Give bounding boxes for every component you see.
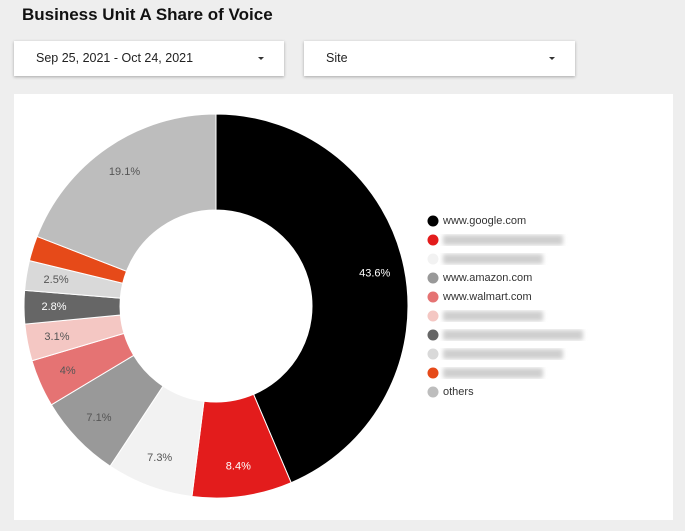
redacted-label bbox=[443, 349, 563, 359]
slice-label: 4% bbox=[60, 365, 76, 377]
legend-marker bbox=[427, 291, 439, 303]
legend-marker bbox=[427, 310, 439, 322]
legend-marker bbox=[427, 348, 439, 360]
slice-label: 7.1% bbox=[86, 412, 111, 424]
dropdown-caret bbox=[549, 57, 555, 60]
legend-marker bbox=[427, 329, 439, 341]
page-title: Business Unit A Share of Voice bbox=[22, 5, 273, 24]
legend-marker bbox=[427, 386, 439, 398]
slice-label: 2.8% bbox=[41, 301, 66, 313]
chart: 43.6% 8.4% 7.3% 7.1% 4% 3.1% 2.8% 2.5% 19.1% www.… bbox=[14, 94, 673, 520]
legend-marker bbox=[427, 272, 439, 284]
legend-label: www.amazon.com bbox=[442, 272, 532, 284]
legend-marker bbox=[427, 234, 439, 246]
slice-label: 8.4% bbox=[226, 460, 251, 472]
legend-label: www.google.com bbox=[442, 215, 526, 227]
slice-label: 3.1% bbox=[44, 331, 69, 343]
slice-label: 43.6% bbox=[359, 268, 390, 280]
date-filter[interactable]: Sep 25, 2021 - Oct 24, 2021 bbox=[14, 41, 284, 76]
redacted-label bbox=[443, 235, 563, 245]
redacted-label bbox=[443, 311, 543, 321]
legend-marker bbox=[427, 253, 439, 265]
redacted-label bbox=[443, 330, 583, 340]
slice-label: 2.5% bbox=[44, 274, 69, 286]
site-label: Site bbox=[326, 51, 348, 65]
site-filter[interactable]: Site bbox=[304, 41, 575, 76]
redacted-label bbox=[443, 368, 543, 378]
legend-label: www.walmart.com bbox=[442, 291, 532, 303]
legend-label: others bbox=[443, 386, 474, 398]
legend-marker bbox=[427, 367, 439, 379]
slice bbox=[36, 113, 217, 272]
dropdown-caret bbox=[258, 57, 264, 60]
redacted-label bbox=[443, 254, 543, 264]
slice-label: 19.1% bbox=[109, 166, 140, 178]
date-range: Sep 25, 2021 - Oct 24, 2021 bbox=[36, 51, 194, 65]
slice-label: 7.3% bbox=[147, 452, 172, 464]
legend-marker bbox=[427, 215, 439, 227]
slice bbox=[215, 113, 409, 484]
